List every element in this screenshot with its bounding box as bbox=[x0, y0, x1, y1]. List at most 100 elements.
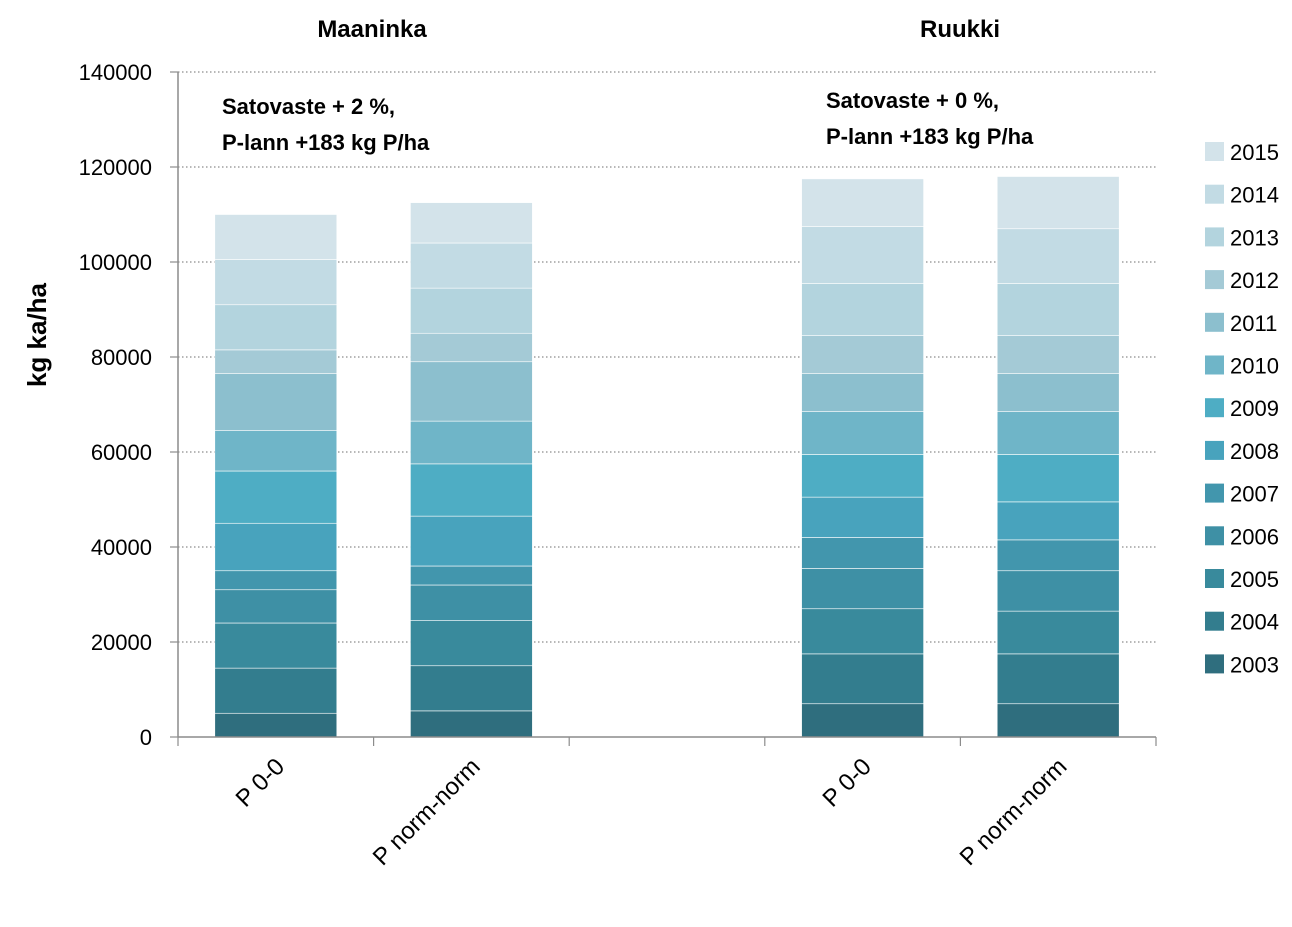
x-category-label: P norm-norm bbox=[955, 753, 1073, 871]
x-category-label: P norm-norm bbox=[368, 753, 486, 871]
legend-label-2007: 2007 bbox=[1230, 482, 1279, 507]
bar-segment-2013 bbox=[801, 283, 924, 336]
bar-segment-2014 bbox=[996, 228, 1120, 284]
bar-segment-2013 bbox=[214, 304, 338, 351]
bar-segment-2005 bbox=[801, 608, 924, 655]
legend-swatch-2006 bbox=[1205, 526, 1224, 546]
legend-label-2008: 2008 bbox=[1230, 439, 1279, 464]
annotation-line: Satovaste + 0 %, bbox=[826, 88, 999, 113]
bar-segment-2010 bbox=[996, 411, 1120, 455]
bar-segment-2009 bbox=[410, 463, 533, 517]
bar-segment-2013 bbox=[410, 287, 533, 334]
legend-label-2010: 2010 bbox=[1230, 354, 1279, 379]
bar-segment-2009 bbox=[996, 454, 1120, 503]
bar-segment-2007 bbox=[410, 565, 533, 586]
bar-segment-2007 bbox=[214, 570, 338, 591]
group-title: Ruukki bbox=[920, 16, 1000, 43]
legend-label-2005: 2005 bbox=[1230, 567, 1279, 592]
annotation-line: P-lann +183 kg P/ha bbox=[222, 130, 430, 155]
bar-segment-2006 bbox=[996, 570, 1120, 612]
bar-segment-2008 bbox=[214, 522, 338, 572]
chart-labels: P 0-0 P norm-norm P 0-0 P norm-norm kg ka/ha… bbox=[22, 16, 1138, 871]
legend-swatch-2005 bbox=[1205, 569, 1224, 588]
bar-segment-2005 bbox=[214, 622, 338, 669]
gridlines bbox=[178, 71, 1156, 643]
bar-segment-2012 bbox=[801, 335, 924, 374]
bar-segment-2005 bbox=[996, 610, 1120, 655]
annotation-background bbox=[216, 90, 534, 164]
legend-swatch-2009 bbox=[1205, 398, 1224, 418]
bar-segment-2008 bbox=[801, 496, 924, 538]
bar-segment-2008 bbox=[410, 515, 533, 567]
x-category-label: P 0-0 bbox=[231, 753, 290, 812]
bar-segment-2006 bbox=[214, 589, 338, 624]
bar-segment-2008 bbox=[996, 501, 1120, 541]
bar-segment-2003 bbox=[801, 703, 924, 738]
bar-segment-2003 bbox=[996, 703, 1120, 738]
legend-label-2012: 2012 bbox=[1230, 268, 1279, 293]
bar-segment-2010 bbox=[214, 430, 338, 472]
bar-segment-2006 bbox=[801, 568, 924, 610]
y-tick-label: 120000 bbox=[79, 155, 152, 180]
annotation-background bbox=[820, 84, 1138, 158]
bar-segment-2011 bbox=[410, 361, 533, 422]
bar-segment-2012 bbox=[996, 335, 1120, 374]
bar-segment-2004 bbox=[410, 665, 533, 712]
legend-label-2015: 2015 bbox=[1230, 140, 1279, 165]
y-tick-label: 60000 bbox=[91, 440, 152, 465]
bar-segment-2003 bbox=[214, 712, 338, 738]
bar-segment-2012 bbox=[214, 349, 338, 374]
bar-segment-2007 bbox=[996, 539, 1120, 572]
legend-swatch-2011 bbox=[1205, 312, 1224, 332]
bar-segment-2011 bbox=[214, 373, 338, 431]
bar-segment-2004 bbox=[996, 653, 1120, 705]
y-tick-label: 20000 bbox=[91, 630, 152, 655]
legend-swatch-2015 bbox=[1205, 142, 1224, 161]
y-tick-label: 100000 bbox=[79, 250, 152, 275]
legend-label-2009: 2009 bbox=[1230, 396, 1279, 421]
bar-segment-2003 bbox=[410, 710, 533, 738]
bar-stacks bbox=[214, 176, 1120, 738]
bar-segment-2015 bbox=[214, 214, 338, 260]
bar-segment-2011 bbox=[801, 373, 924, 412]
y-tick-label: 140000 bbox=[79, 60, 152, 85]
bar-segment-2015 bbox=[801, 178, 924, 227]
legend-swatch-2004 bbox=[1205, 611, 1224, 631]
legend-swatch-2007 bbox=[1205, 483, 1224, 503]
annotation-line: P-lann +183 kg P/ha bbox=[826, 124, 1034, 149]
bar-segment-2005 bbox=[410, 620, 533, 667]
bar-segment-2010 bbox=[410, 420, 533, 465]
legend-swatch-2013 bbox=[1205, 227, 1224, 247]
legend-label-2006: 2006 bbox=[1230, 524, 1279, 549]
bar-segment-2015 bbox=[996, 176, 1120, 230]
bar-segment-2014 bbox=[801, 226, 924, 284]
legend-label-2013: 2013 bbox=[1230, 225, 1279, 250]
bar-segment-2014 bbox=[410, 242, 533, 289]
legend-label-2011: 2011 bbox=[1230, 311, 1277, 336]
bar-segment-2009 bbox=[801, 454, 924, 498]
bar-segment-2007 bbox=[801, 537, 924, 569]
y-axis-title: kg ka/ha bbox=[22, 282, 52, 387]
y-tick-label: 80000 bbox=[91, 345, 152, 370]
bar-segment-2006 bbox=[410, 584, 533, 621]
bar-segment-2010 bbox=[801, 411, 924, 455]
legend-label-2004: 2004 bbox=[1230, 610, 1279, 635]
y-tick-label: 0 bbox=[140, 725, 152, 750]
legend: 2015 2014 2013 2012 2011 2010 2009 2008 2007 2006… bbox=[1205, 140, 1279, 677]
legend-swatch-2012 bbox=[1205, 270, 1224, 290]
legend-swatch-2014 bbox=[1205, 184, 1224, 204]
legend-label-2003: 2003 bbox=[1230, 652, 1279, 677]
legend-swatch-2010 bbox=[1205, 355, 1224, 375]
annotation-line: Satovaste + 2 %, bbox=[222, 94, 395, 119]
group-title: Maaninka bbox=[317, 16, 427, 43]
bar-segment-2012 bbox=[410, 332, 533, 363]
y-tick-label: 40000 bbox=[91, 535, 152, 560]
legend-label-2014: 2014 bbox=[1230, 183, 1279, 208]
bar-segment-2013 bbox=[996, 283, 1120, 336]
x-category-label: P 0-0 bbox=[817, 753, 876, 812]
bar-segment-2004 bbox=[801, 653, 924, 705]
bar-segment-2011 bbox=[996, 373, 1120, 412]
bar-segment-2009 bbox=[214, 470, 338, 524]
